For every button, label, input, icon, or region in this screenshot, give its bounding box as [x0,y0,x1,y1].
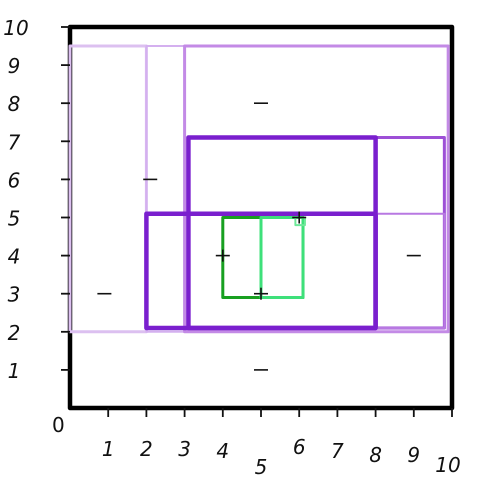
rectangles-layer [67,24,455,411]
x-tick-label-10: 10 [435,453,460,477]
x-tick-label-1: 1 [102,437,115,461]
y-tick-label-4: 4 [8,245,21,269]
rect-left-column [68,44,148,334]
x-tick-labels: 1 2 3 4 5 6 7 8 9 10 [102,435,461,479]
ticks-layer [61,26,453,417]
x-tick-label-7: 7 [331,439,344,463]
y-tick-label-5: 5 [8,207,21,231]
y-tick-label-6: 6 [8,168,21,192]
y-tick-label-3: 3 [8,283,21,307]
rect-upper-left-strip [145,45,186,333]
rect-upper-region [183,44,450,334]
y-tick-label-10: 10 [3,16,28,40]
y-tick-label-8: 8 [8,92,21,116]
y-tick-labels: 1 2 3 4 5 6 7 8 9 10 [3,16,28,383]
x-tick-label-2: 2 [140,437,153,461]
x-tick-label-9: 9 [407,443,420,467]
y-tick-label-9: 9 [8,54,21,78]
rect-upper-middle [186,135,378,331]
rect-right-lower [374,212,446,329]
marks-layer [97,102,421,371]
rect-light-green-box [259,216,305,300]
y-tick-label-2: 2 [8,321,21,345]
x-tick-label-6: 6 [293,435,306,459]
mark-green-left [215,249,230,262]
x-tick-label-5: 5 [255,455,268,479]
rect-middle-band [144,211,378,331]
mark-tiny [292,211,307,224]
y-tick-label-1: 1 [8,359,21,383]
x-tick-label-4: 4 [216,439,229,463]
origin-label: 0 [52,413,65,437]
mark-green-bottom [254,287,268,300]
rect-right-column [374,135,446,330]
x-tick-label-3: 3 [178,437,191,461]
x-tick-label-8: 8 [369,443,382,467]
rect-green-box [221,216,305,300]
y-tick-label-7: 7 [8,130,21,154]
